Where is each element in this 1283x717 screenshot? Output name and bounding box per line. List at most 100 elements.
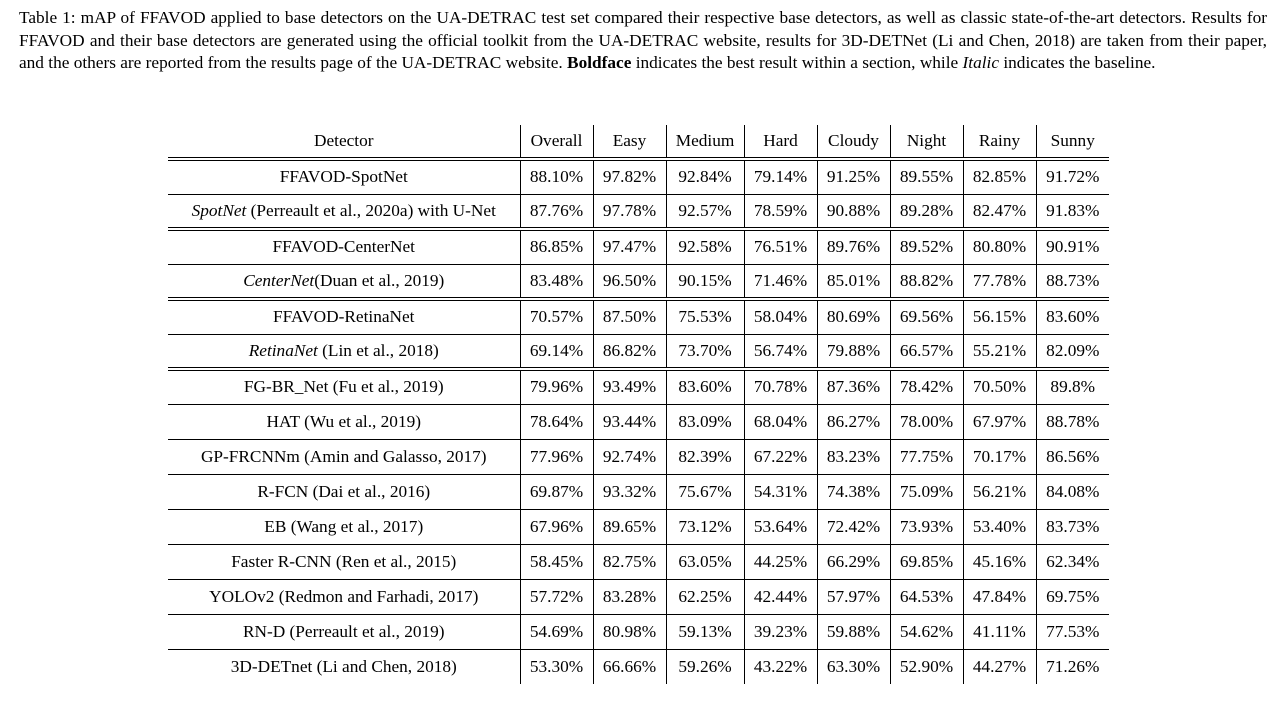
value-cell: 67.96% [519, 509, 593, 545]
value-cell: 80.69% [816, 299, 890, 335]
value-cell: 78.00% [889, 404, 963, 440]
value-cell: 97.82% [592, 159, 666, 195]
detector-citation: (Lin et al., 2018) [322, 340, 439, 360]
detector-cell: GP-FRCNNm (Amin and Galasso, 2017) [168, 439, 520, 475]
value-cell: 90.88% [816, 194, 890, 231]
value-cell: 91.83% [1035, 194, 1109, 231]
table-caption: Table 1: mAP of FFAVOD applied to base d… [19, 7, 1267, 75]
value-cell: 58.45% [519, 544, 593, 580]
value-cell: 63.30% [816, 649, 890, 684]
value-cell: 82.47% [962, 194, 1036, 231]
value-cell: 82.85% [962, 159, 1036, 195]
table-row: GP-FRCNNm (Amin and Galasso, 2017) 77.96%… [168, 439, 1109, 475]
value-cell: 54.69% [519, 614, 593, 650]
value-cell: 69.87% [519, 474, 593, 510]
table-row: R-FCN (Dai et al., 2016) 69.87% 93.32% 75.6… [168, 474, 1109, 510]
detector-cell: SpotNet (Perreault et al., 2020a) with U-… [168, 194, 520, 231]
value-cell: 69.75% [1035, 579, 1109, 615]
value-cell: 77.96% [519, 439, 593, 475]
value-cell: 44.27% [962, 649, 1036, 684]
table-row: Faster R-CNN (Ren et al., 2015) 58.45% 82.… [168, 544, 1109, 580]
value-cell: 47.84% [962, 579, 1036, 615]
value-cell: 43.22% [743, 649, 817, 684]
header-easy: Easy [592, 125, 666, 161]
table-row: HAT (Wu et al., 2019) 78.64% 93.44% 83.09% 6… [168, 404, 1109, 440]
value-cell: 78.64% [519, 404, 593, 440]
detector-cell: FFAVOD-RetinaNet [168, 299, 520, 335]
caption-italic-word: Italic [962, 53, 1000, 73]
value-cell: 68.04% [743, 404, 817, 440]
value-cell: 73.93% [889, 509, 963, 545]
detector-cell: FG-BR_Net (Fu et al., 2019) [168, 369, 520, 405]
value-cell: 75.53% [665, 299, 744, 335]
detector-name-italic: RetinaNet [248, 340, 318, 360]
value-cell: 62.25% [665, 579, 744, 615]
value-cell: 88.78% [1035, 404, 1109, 440]
table-row: FG-BR_Net (Fu et al., 2019) 79.96% 93.49% 8… [168, 369, 1109, 405]
value-cell: 90.91% [1035, 229, 1109, 265]
value-cell: 59.88% [816, 614, 890, 650]
value-cell: 39.23% [743, 614, 817, 650]
value-cell: 80.80% [962, 229, 1036, 265]
value-cell: 73.12% [665, 509, 744, 545]
table-row: SpotNet (Perreault et al., 2020a) with U-… [168, 194, 1109, 231]
header-rainy: Rainy [962, 125, 1036, 161]
value-cell: 92.58% [665, 229, 744, 265]
value-cell: 72.42% [816, 509, 890, 545]
detector-cell: Faster R-CNN (Ren et al., 2015) [168, 544, 520, 580]
value-cell: 89.52% [889, 229, 963, 265]
value-cell: 88.73% [1035, 264, 1109, 301]
detector-cell: FFAVOD-CenterNet [168, 229, 520, 265]
value-cell: 92.57% [665, 194, 744, 231]
value-cell: 42.44% [743, 579, 817, 615]
value-cell: 79.88% [816, 334, 890, 371]
value-cell: 59.26% [665, 649, 744, 684]
value-cell: 71.46% [743, 264, 817, 301]
value-cell: 67.22% [743, 439, 817, 475]
header-medium: Medium [665, 125, 744, 161]
table-header-row: Detector Overall Easy Medium Hard Cloudy… [168, 125, 1109, 161]
value-cell: 69.85% [889, 544, 963, 580]
detector-cell: 3D-DETnet (Li and Chen, 2018) [230, 656, 457, 676]
table-row: FFAVOD-SpotNet 88.10% 97.82% 92.84% 79.14% 91… [168, 159, 1109, 195]
value-cell: 56.21% [962, 474, 1036, 510]
table-row: RetinaNet (Lin et al., 2018) 69.14% 86.82% 7… [168, 334, 1109, 371]
detector-cell: CenterNet(Duan et al., 2019) [168, 264, 520, 301]
value-cell: 93.49% [592, 369, 666, 405]
value-cell: 77.78% [962, 264, 1036, 301]
value-cell: 44.25% [743, 544, 817, 580]
value-cell: 70.78% [743, 369, 817, 405]
detector-cell: RetinaNet (Lin et al., 2018) [168, 334, 520, 371]
detector-cell: FFAVOD-SpotNet [168, 159, 520, 195]
detector-cell: YOLOv2 (Redmon and Farhadi, 2017) [168, 579, 520, 615]
table-row: EB (Wang et al., 2017) 67.96% 89.65% 73.12%… [168, 509, 1109, 545]
value-cell: 66.66% [592, 649, 666, 684]
value-cell: 53.40% [962, 509, 1036, 545]
value-cell: 91.72% [1035, 159, 1109, 195]
value-cell: 89.8% [1035, 369, 1109, 405]
header-night: Night [889, 125, 963, 161]
value-cell: 83.48% [519, 264, 593, 301]
detector-citation: (Perreault et al., 2020a) with U-Net [250, 200, 496, 220]
value-cell: 86.56% [1035, 439, 1109, 475]
value-cell: 92.84% [665, 159, 744, 195]
value-cell: 74.38% [816, 474, 890, 510]
table-row: FFAVOD-RetinaNet 70.57% 87.50% 75.53% 58.04%… [168, 299, 1109, 335]
table-row: CenterNet(Duan et al., 2019) 83.48% 96.50%… [168, 264, 1109, 301]
detector-cell: HAT (Wu et al., 2019) [168, 404, 520, 440]
value-cell: 57.72% [519, 579, 593, 615]
value-cell: 69.56% [889, 299, 963, 335]
value-cell: 93.44% [592, 404, 666, 440]
detector-name-italic: CenterNet [243, 270, 315, 290]
table-body: FFAVOD-SpotNet 88.10% 97.82% 92.84% 79.14% 91… [168, 159, 1109, 684]
value-cell: 79.96% [519, 369, 593, 405]
value-cell: 87.50% [592, 299, 666, 335]
value-cell: 80.98% [592, 614, 666, 650]
value-cell: 86.82% [592, 334, 666, 371]
value-cell: 86.85% [519, 229, 593, 265]
value-cell: 56.74% [743, 334, 817, 371]
header-overall: Overall [519, 125, 593, 161]
detector-cell: R-FCN (Dai et al., 2016) [168, 474, 520, 510]
value-cell: 63.05% [665, 544, 744, 580]
header-sunny: Sunny [1035, 125, 1109, 161]
